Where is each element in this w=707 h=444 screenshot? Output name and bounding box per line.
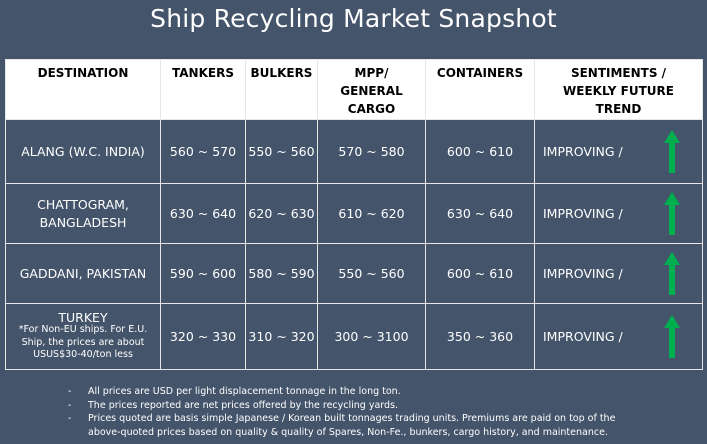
destination-cell: ALANG (W.C. INDIA) — [5, 119, 161, 184]
bulkers-cell: 580 ~ 590 — [245, 243, 318, 304]
destination-cell: TURKEY *For Non-EU ships. For E.U. Ship,… — [5, 303, 161, 370]
header-mpp: MPP/ GENERAL CARGO — [317, 59, 426, 120]
bullet-dash: - — [68, 386, 72, 397]
tankers-cell: 320 ~ 330 — [160, 303, 246, 370]
containers-cell: 600 ~ 610 — [425, 119, 535, 184]
sentiment-label: IMPROVING / — [543, 205, 623, 221]
sentiment-cell: IMPROVING / — [534, 243, 703, 304]
footnote: - The prices reported are net prices off… — [68, 399, 698, 413]
footnote-text: All prices are USD per light displacemen… — [88, 386, 401, 397]
table-row: CHATTOGRAM, BANGLADESH 630 ~ 640 620 ~ 6… — [5, 183, 703, 244]
mpp-cell: 610 ~ 620 — [317, 183, 426, 244]
market-table: DESTINATION TANKERS BULKERS MPP/ GENERAL… — [5, 59, 703, 370]
sentiment-cell: IMPROVING / — [534, 119, 703, 184]
containers-cell: 630 ~ 640 — [425, 183, 535, 244]
sentiment-cell: IMPROVING / — [534, 183, 703, 244]
sentiment-label: IMPROVING / — [543, 328, 623, 344]
header-mpp-line2: GENERAL — [340, 84, 403, 98]
header-sent-line1: SENTIMENTS / — [570, 66, 667, 80]
bullet-dash: - — [68, 399, 72, 411]
mpp-cell: 300 ~ 3100 — [317, 303, 426, 370]
footnote-text-line2: above-quoted prices based on quality & q… — [88, 426, 608, 438]
header-containers: CONTAINERS — [425, 59, 535, 120]
sentiment-cell: IMPROVING / — [534, 303, 703, 370]
table-row: GADDANI, PAKISTAN 590 ~ 600 580 ~ 590 55… — [5, 243, 703, 304]
destination-note-line2: Ship, the prices are about — [21, 336, 145, 348]
bullet-dash: - — [68, 413, 72, 424]
containers-cell: 600 ~ 610 — [425, 243, 535, 304]
containers-cell: 350 ~ 360 — [425, 303, 535, 370]
tankers-cell: 590 ~ 600 — [160, 243, 246, 304]
header-sent-line2: WEEKLY FUTURE — [563, 84, 674, 98]
up-arrow-icon — [664, 191, 680, 235]
destination-line1: CHATTOGRAM, — [37, 196, 129, 212]
footnote: - All prices are USD per light displacem… — [68, 385, 698, 399]
table-row: TURKEY *For Non-EU ships. For E.U. Ship,… — [5, 303, 703, 370]
footnote-text: The prices reported are net prices offer… — [88, 399, 399, 411]
up-arrow-icon — [664, 314, 680, 358]
destination-name: TURKEY — [58, 310, 108, 326]
header-mpp-line3: CARGO — [347, 102, 396, 116]
sentiment-label: IMPROVING / — [543, 143, 623, 159]
bulkers-cell: 310 ~ 320 — [245, 303, 318, 370]
table-row: ALANG (W.C. INDIA) 560 ~ 570 550 ~ 560 5… — [5, 119, 703, 184]
header-tankers: TANKERS — [160, 59, 246, 120]
mpp-cell: 550 ~ 560 — [317, 243, 426, 304]
header-bulkers: BULKERS — [245, 59, 318, 120]
destination-cell: GADDANI, PAKISTAN — [5, 243, 161, 304]
destination-cell: CHATTOGRAM, BANGLADESH — [5, 183, 161, 244]
destination-line2: BANGLADESH — [39, 214, 127, 230]
table-header-row: DESTINATION TANKERS BULKERS MPP/ GENERAL… — [5, 59, 703, 120]
destination-note-line3: USUS$30-40/ton less — [33, 349, 133, 361]
header-sent-line3: TREND — [595, 102, 642, 116]
footnote: - Prices quoted are basis simple Japanes… — [68, 412, 698, 439]
footnotes: - All prices are USD per light displacem… — [68, 385, 698, 439]
up-arrow-icon — [664, 251, 680, 295]
sentiment-label: IMPROVING / — [543, 265, 623, 281]
mpp-cell: 570 ~ 580 — [317, 119, 426, 184]
footnote-text-line1: Prices quoted are basis simple Japanese … — [88, 413, 616, 424]
bulkers-cell: 620 ~ 630 — [245, 183, 318, 244]
up-arrow-icon — [664, 129, 680, 173]
tankers-cell: 560 ~ 570 — [160, 119, 246, 184]
header-destination: DESTINATION — [5, 59, 161, 120]
bulkers-cell: 550 ~ 560 — [245, 119, 318, 184]
tankers-cell: 630 ~ 640 — [160, 183, 246, 244]
header-mpp-line1: MPP/ — [354, 66, 389, 80]
header-sentiments: SENTIMENTS / WEEKLY FUTURE TREND — [534, 59, 703, 120]
page-title: Ship Recycling Market Snapshot — [150, 4, 557, 33]
destination-note-line1: *For Non-EU ships. For E.U. — [18, 324, 148, 336]
